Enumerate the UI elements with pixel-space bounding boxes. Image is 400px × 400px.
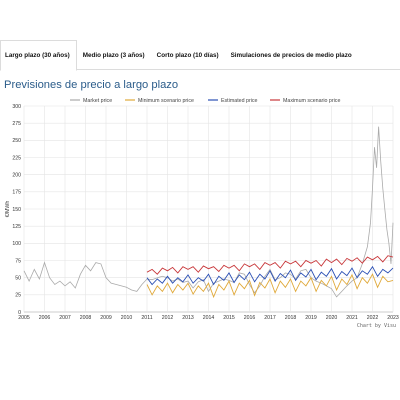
y-tick-label: 25	[15, 293, 21, 299]
series-line-estimated-price	[146, 265, 394, 286]
x-tick-label: 2017	[264, 315, 276, 321]
legend-item-label: Minimum scenario price	[138, 98, 194, 104]
chart-grid	[23, 105, 394, 313]
y-tick-label: 100	[12, 241, 21, 247]
series-line-minimum-scenario-price	[146, 273, 394, 299]
chart-legend: Market price Minimum scenario price Estima…	[70, 98, 340, 104]
x-tick-label: 2023	[387, 315, 399, 321]
tab-simulaciones[interactable]: Simulaciones de precios de medio plazo	[230, 51, 352, 59]
legend-item-label: Estimated price	[221, 98, 258, 104]
x-tick-label: 2007	[59, 315, 71, 321]
x-tick-label: 2006	[39, 315, 51, 321]
y-tick-label: 0	[18, 310, 21, 316]
legend-item-label: Market price	[83, 98, 112, 104]
page-title: Previsiones de precio a largo plazo	[4, 79, 179, 91]
y-tick-label: 200	[12, 172, 21, 178]
legend-item-label: Maximum scenario price	[283, 98, 340, 104]
y-tick-label: 75	[15, 258, 21, 264]
x-tick-label: 2016	[244, 315, 256, 321]
chart-credit: Chart by Visu	[357, 323, 396, 329]
x-tick-label: 2014	[203, 315, 215, 321]
x-tick-label: 2022	[367, 315, 379, 321]
y-tick-label: 225	[12, 155, 21, 161]
y-tick-label: 275	[12, 121, 21, 127]
tab-bar: Largo plazo (30 años) Medio plazo (3 año…	[0, 40, 400, 71]
series-line-market-price	[23, 126, 394, 298]
y-tick-label: 125	[12, 224, 21, 230]
y-tick-label: 175	[12, 190, 21, 196]
x-tick-label: 2015	[223, 315, 235, 321]
chart-series	[23, 126, 394, 299]
y-tick-label: 50	[15, 275, 21, 281]
x-axis-ticks: 2005 2006 2007 2008 2009 2010 2011 2012 2013 2014…	[18, 315, 399, 321]
series-line-maximum-scenario-price	[146, 255, 394, 275]
x-tick-label: 2021	[346, 315, 358, 321]
x-tick-label: 2010	[121, 315, 133, 321]
x-tick-label: 2018	[285, 315, 297, 321]
x-tick-label: 2005	[18, 315, 30, 321]
x-tick-label: 2020	[326, 315, 338, 321]
x-tick-label: 2008	[80, 315, 92, 321]
y-axis-ticks: 0 25 50 75 100 125 150 175 200 225 250 275 300	[12, 104, 21, 316]
y-axis-label: €/MWh	[5, 201, 11, 218]
x-tick-label: 2009	[100, 315, 112, 321]
x-tick-label: 2011	[141, 315, 152, 321]
y-tick-label: 250	[12, 138, 21, 144]
x-tick-label: 2012	[162, 315, 174, 321]
tab-largo-plazo[interactable]: Largo plazo (30 años)	[0, 40, 77, 71]
y-tick-label: 300	[12, 104, 21, 110]
x-tick-label: 2013	[182, 315, 194, 321]
tab-medio-plazo[interactable]: Medio plazo (3 años)	[82, 51, 145, 59]
tab-corto-plazo[interactable]: Corto plazo (10 días)	[156, 51, 219, 59]
y-tick-label: 150	[12, 207, 21, 213]
x-tick-label: 2019	[305, 315, 317, 321]
